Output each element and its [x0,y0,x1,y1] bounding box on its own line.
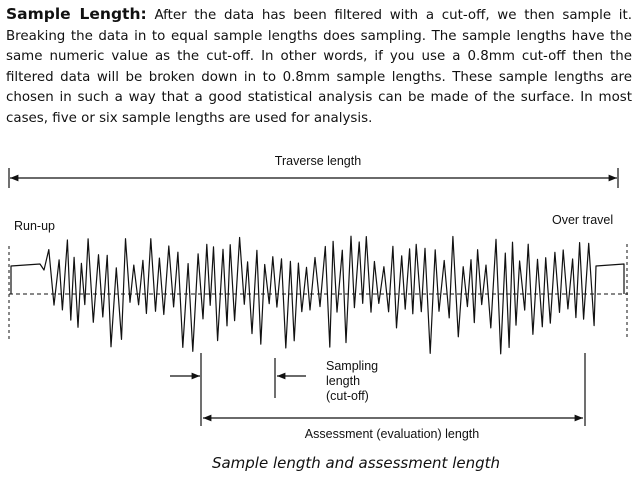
description-paragraph: Sample Length: After the data has been f… [6,4,632,130]
run-up-label: Run-up [14,219,55,233]
traverse-length-arrow [8,168,619,188]
diagram-caption: Sample length and assessment length [212,454,500,472]
sample-length-boundaries [170,353,586,426]
traverse-length-label: Traverse length [275,154,361,168]
surface-profile-trace [10,235,625,355]
assessment-length-label: Assessment (evaluation) length [305,427,479,441]
sampling-label-line-2: length [326,374,360,388]
paragraph-heading: Sample Length: [6,5,147,23]
sampling-length-label: Sampling length (cut-off) [326,359,382,403]
paragraph-text: After the data has been filtered with a … [6,8,632,126]
sampling-label-line-3: (cut-off) [326,389,369,403]
over-travel-label: Over travel [552,213,613,227]
sample-length-diagram: Traverse length Run-up Over travel Sampl… [8,154,628,472]
sampling-label-line-1: Sampling [326,359,378,373]
